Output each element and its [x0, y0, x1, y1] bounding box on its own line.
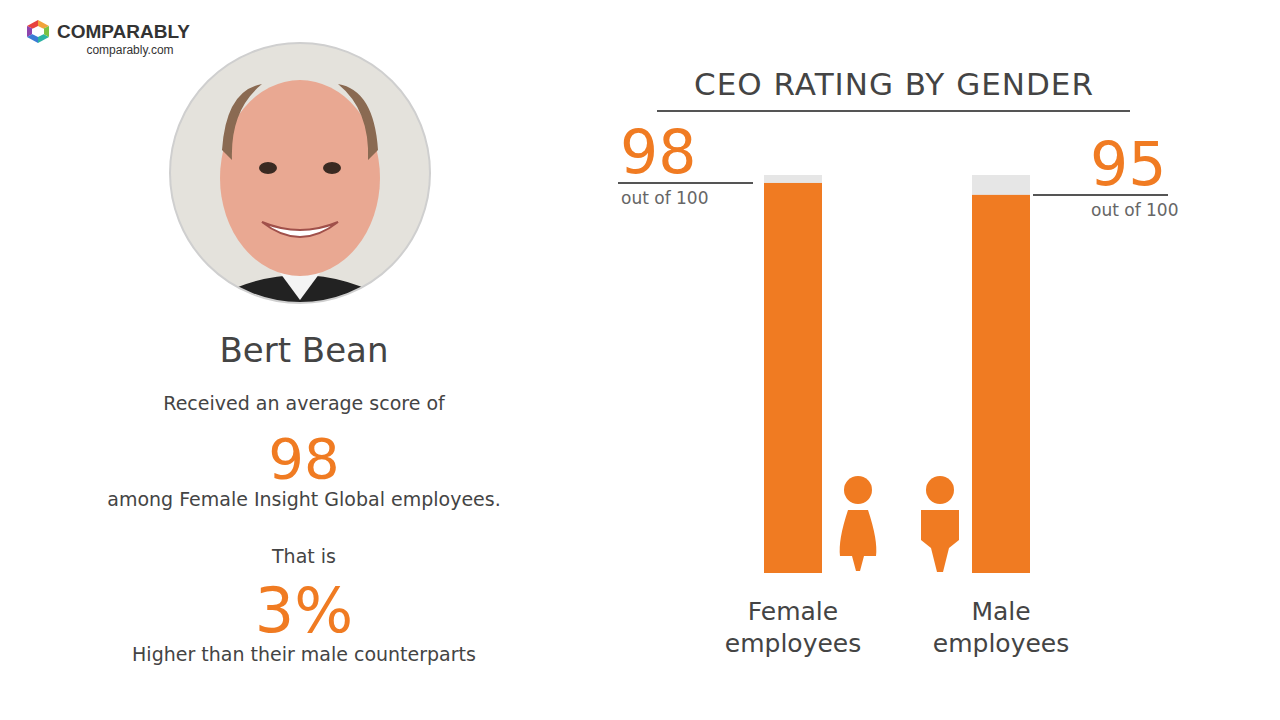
category-label: Female employees [725, 597, 861, 658]
category-label-line: employees [933, 629, 1069, 658]
data-label-note: out of 100 [621, 188, 708, 208]
photo-head [220, 80, 380, 276]
icon-body [840, 510, 877, 571]
logo-center [32, 26, 44, 37]
photo-bg [170, 43, 430, 303]
logo-icon [27, 20, 49, 43]
photo-hair [338, 84, 378, 160]
data-label: 95 [1090, 129, 1166, 199]
category-label-line: employees [725, 629, 861, 658]
male-icon [921, 476, 959, 572]
score-intro: Received an average score of [163, 392, 446, 414]
ceo-name: Bert Bean [220, 330, 389, 370]
comparison-intro: That is [271, 545, 336, 567]
brand-url: comparably.com [86, 43, 173, 57]
bar-track [972, 175, 1030, 573]
category-label-line: Male [971, 597, 1030, 626]
female-icon [840, 476, 877, 571]
photo-eye [259, 162, 277, 174]
icon-head [844, 476, 872, 504]
title-rule [657, 110, 1130, 112]
photo-hair [222, 84, 262, 160]
score-value: 98 [268, 426, 339, 491]
brand-name: COMPARABLY [57, 21, 190, 42]
photo-smile [262, 222, 338, 237]
data-label-note: out of 100 [1091, 200, 1178, 220]
page: COMPARABLYcomparably.com Bert Bean Receive… [0, 0, 1280, 720]
bar [972, 195, 1030, 573]
bar [764, 183, 822, 573]
chart-title: CEO RATING BY GENDER [694, 66, 1094, 102]
photo-border [170, 43, 430, 303]
icon-head [926, 476, 954, 504]
bars [764, 175, 1030, 573]
score-text: among Female Insight Global employees. [107, 488, 500, 510]
category-label: Male employees [933, 597, 1069, 658]
photo-eye [323, 162, 341, 174]
profile-photo [170, 43, 430, 320]
comparison-text: Higher than their male counterparts [132, 643, 476, 665]
category-label-line: Female [748, 597, 838, 626]
icon-body [921, 510, 959, 572]
data-label: 98 [620, 117, 696, 187]
bar-track [764, 175, 822, 573]
difference-value: 3% [255, 574, 353, 647]
